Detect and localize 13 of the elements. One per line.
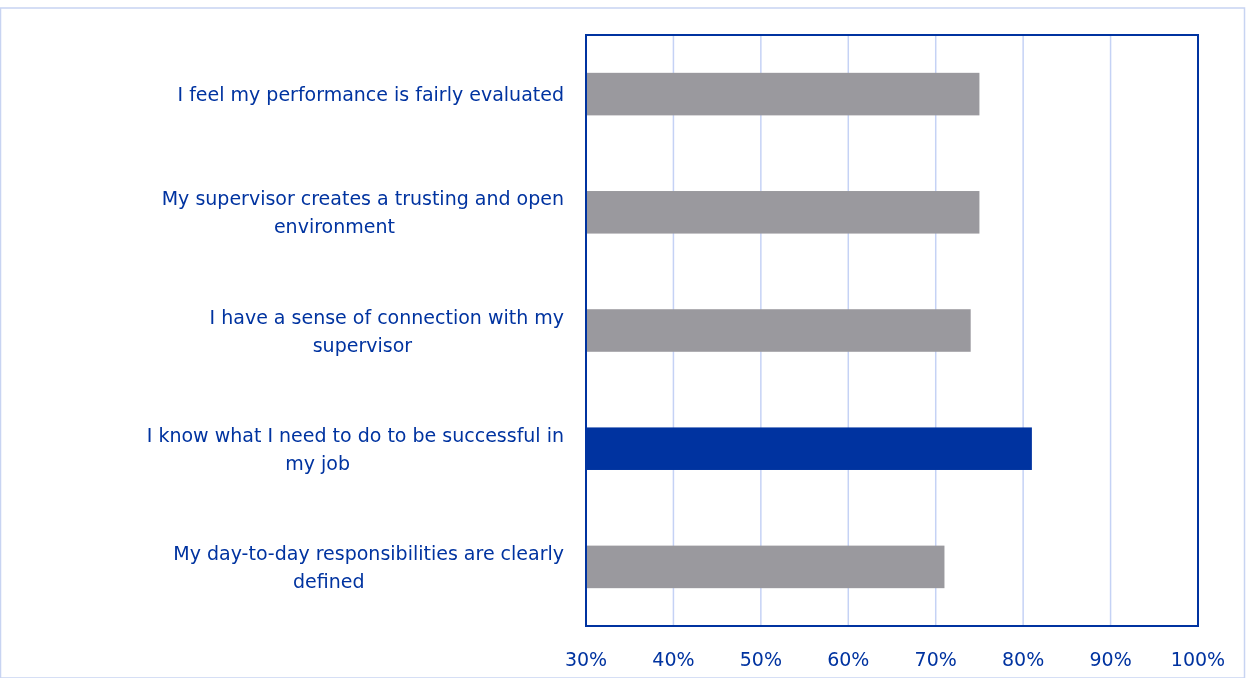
y-tick-label: I have a sense of connection with my supervisor <box>209 305 564 356</box>
x-tick-label: 30% <box>564 648 608 670</box>
y-tick-label: My day-to-day responsibilities are clearly defined <box>173 541 564 592</box>
x-tick-label: 70% <box>914 648 957 670</box>
x-tick-label: 90% <box>1089 648 1132 670</box>
y-tick-label: My supervisor creates a trusting and open environment <box>161 187 564 238</box>
x-tick-label: 60% <box>827 648 870 670</box>
y-tick-label: I feel my performance is fairly evaluated <box>177 83 564 106</box>
x-tick-label: 40% <box>652 648 695 670</box>
x-tick-label: 80% <box>1002 648 1045 670</box>
x-tick-label: 50% <box>739 648 782 670</box>
x-tick-label: 100% <box>1170 648 1226 670</box>
y-tick-label: I know what I need to do to be successful in my job <box>146 423 564 474</box>
